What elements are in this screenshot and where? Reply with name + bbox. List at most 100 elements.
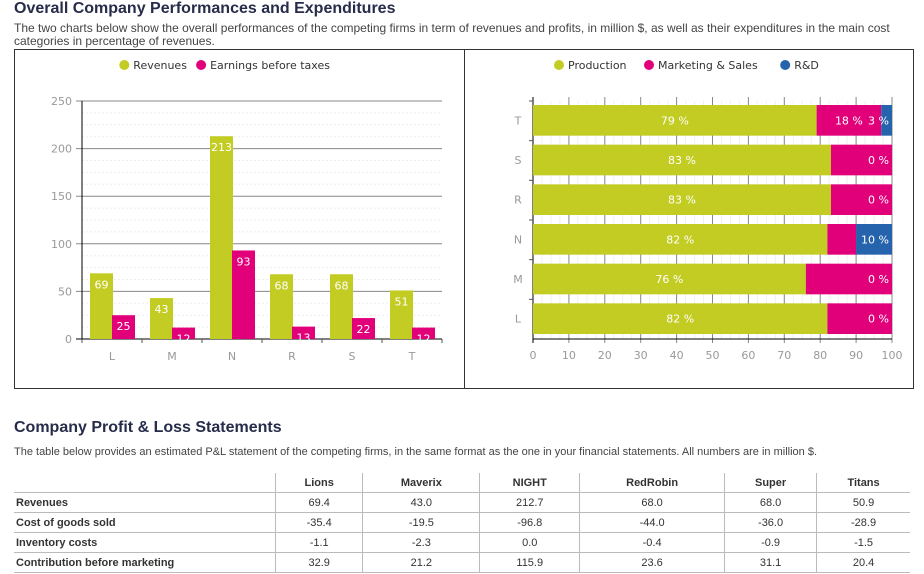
y-tick-label: M	[513, 273, 523, 286]
table-row: Inventory costs -1.1 -2.3 0.0 -0.4 -0.9 -1.5	[14, 532, 910, 553]
bar-segment	[830, 144, 892, 176]
data-label: 0 %	[868, 194, 889, 207]
data-label: 69	[95, 278, 109, 291]
y-tick-label: 200	[51, 143, 72, 156]
bar	[390, 290, 413, 339]
data-label: 83 %	[668, 154, 696, 167]
data-label: 76 %	[655, 273, 683, 286]
table-header-row: Lions Maverix NIGHT RedRobin Super Titans	[14, 473, 910, 493]
data-label: 0 %	[868, 154, 889, 167]
y-tick-label: 50	[58, 285, 72, 298]
x-tick-label: R	[288, 350, 296, 363]
x-tick-label: 90	[849, 349, 863, 362]
data-label: 10 %	[861, 233, 889, 246]
bar	[232, 250, 255, 339]
x-tick-label: 70	[777, 349, 791, 362]
row-label: Cost of goods sold	[14, 512, 276, 533]
bar	[330, 274, 353, 339]
x-tick-label: L	[109, 350, 116, 363]
y-tick-label: 250	[51, 95, 72, 108]
y-tick-label: T	[514, 114, 522, 127]
table-cell: 20.4	[816, 552, 910, 573]
bar-segment	[830, 184, 892, 215]
data-label: 68	[275, 279, 289, 292]
data-label: 0 %	[868, 313, 889, 326]
bar-segment	[881, 105, 892, 136]
bar-segment	[533, 224, 828, 255]
y-tick-label: S	[515, 154, 522, 167]
column-header: RedRobin	[579, 473, 725, 493]
x-tick-label: 60	[741, 349, 755, 362]
bar	[112, 315, 135, 339]
table-cell: -1.1	[274, 532, 363, 553]
table-cell: 23.6	[579, 552, 725, 573]
section-title: Overall Company Performances and Expendi…	[14, 0, 396, 17]
x-tick-label: 30	[634, 349, 648, 362]
y-tick-label: 150	[51, 190, 72, 203]
data-label: 82 %	[666, 233, 694, 246]
bar-segment	[805, 263, 892, 295]
legend-dot	[554, 60, 564, 70]
bar	[352, 318, 375, 339]
table-cell: -0.9	[724, 532, 817, 553]
data-label: 18 %	[835, 114, 863, 127]
bar-segment	[533, 105, 817, 136]
table-cell: -36.0	[724, 512, 817, 533]
expenditures-chart-panel: Production Marketing & Sales R&D 0 10 20 30 40 5…	[464, 49, 914, 389]
bar	[292, 326, 315, 339]
table-cell: 32.9	[274, 552, 363, 573]
data-label: 79 %	[661, 114, 689, 127]
table-cell: 21.2	[362, 552, 480, 573]
table-row: Cost of goods sold -35.4 -19.5 -96.8 -44.0 -3…	[14, 512, 910, 533]
data-label: 3 %	[868, 114, 889, 127]
bar-segment	[856, 224, 892, 255]
row-label: Contribution before marketing	[14, 552, 276, 573]
data-label: 213	[211, 141, 232, 154]
bar	[172, 327, 195, 339]
x-tick-label: 0	[530, 349, 537, 362]
bar	[210, 136, 233, 339]
table-row: Contribution before marketing 32.9 21.2 115…	[14, 552, 910, 573]
table-cell: -96.8	[479, 512, 580, 533]
legend-label: Marketing & Sales	[658, 59, 758, 72]
bar-segment	[533, 184, 831, 215]
data-label: 12	[177, 333, 191, 346]
y-tick-label: L	[515, 313, 522, 326]
x-tick-label: 80	[813, 349, 827, 362]
section-description: The two charts below show the overall pe…	[14, 21, 890, 48]
data-label: 68	[335, 279, 349, 292]
y-tick-label: R	[514, 194, 522, 207]
x-tick-label: 50	[706, 349, 720, 362]
section-description: The table below provides an estimated P&…	[14, 446, 817, 458]
table-cell: 43.0	[362, 492, 480, 513]
table-cell: 68.0	[724, 492, 817, 513]
y-tick-label: N	[514, 233, 522, 246]
legend-label: Production	[568, 59, 627, 72]
section-title: Company Profit & Loss Statements	[14, 419, 282, 436]
bar	[150, 298, 173, 339]
column-header: Super	[724, 473, 817, 493]
table-row: Revenues 69.4 43.0 212.7 68.0 68.0 50.9	[14, 492, 910, 513]
column-header: Titans	[816, 473, 910, 493]
table-cell: -0.4	[579, 532, 725, 553]
column-header: Lions	[274, 473, 363, 493]
data-label: 22	[357, 323, 371, 336]
data-label: 51	[395, 295, 409, 308]
table-cell: 68.0	[579, 492, 725, 513]
bar-segment	[827, 224, 857, 255]
legend-dot	[780, 60, 791, 70]
data-label: 0 %	[868, 273, 889, 286]
bar-segment	[827, 303, 892, 334]
column-header: NIGHT	[479, 473, 580, 493]
table-cell: 69.4	[274, 492, 363, 513]
bar-segment	[533, 263, 806, 295]
x-tick-label: 40	[670, 349, 684, 362]
table-cell: 0.0	[479, 532, 580, 553]
legend-dot	[119, 60, 130, 70]
table-cell: -1.5	[816, 532, 910, 553]
bar-segment	[533, 303, 828, 334]
data-label: 13	[297, 332, 311, 345]
legend-label: Earnings before taxes	[210, 59, 330, 72]
table-cell: -35.4	[274, 512, 363, 533]
bar-segment	[533, 144, 831, 176]
